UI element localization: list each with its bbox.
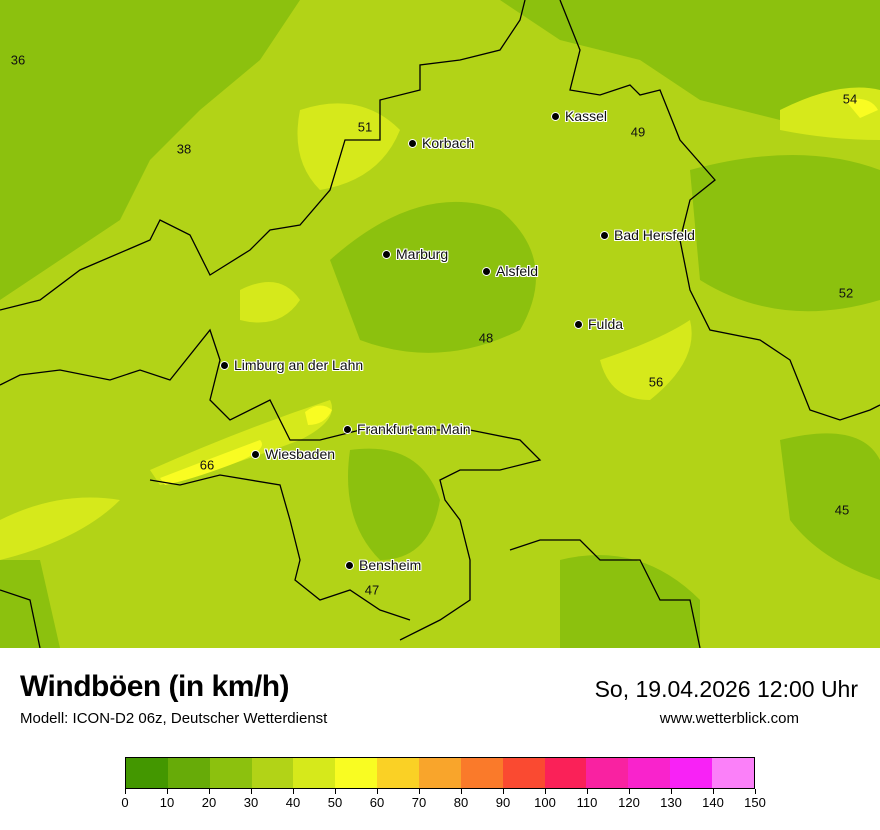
gust-value: 49 [630,124,646,140]
city-dot [408,138,417,148]
city-marburg: Marburg [382,246,448,262]
gust-value: 48 [478,330,494,346]
legend-tick-label: 0 [121,795,129,810]
legend-tick-label: 40 [285,795,301,810]
legend-tick-label: 70 [411,795,427,810]
forecast-datetime: So, 19.04.2026 12:00 Uhr [594,676,858,702]
city-dot [600,230,609,240]
gust-value: 45 [834,502,850,518]
legend-tick [461,789,462,794]
city-kassel: Kassel [551,108,607,124]
legend-tick [713,789,714,794]
legend-swatch [586,758,629,788]
legend-tick-label: 110 [576,795,598,810]
city-dot [482,266,491,276]
legend-tick [419,789,420,794]
gust-value: 38 [176,141,192,157]
model-source: Modell: ICON-D2 06z, Deutscher Wetterdie… [20,710,328,727]
legend-ticks: 0 10 20 30 40 50 60 70 80 90 100 110 120 130 140 150 [121,789,766,819]
legend-tick-label: 150 [744,795,766,810]
legend-tick-label: 140 [702,795,724,810]
legend-tick [167,789,168,794]
legend-tick-label: 100 [534,795,556,810]
legend-tick [545,789,546,794]
city-dot [251,449,260,459]
legend-tick [125,789,126,794]
legend-swatch [293,758,336,788]
legend-tick [587,789,588,794]
legend-tick [503,789,504,794]
city-limburg: Limburg an der Lahn [220,357,363,373]
legend-tick-label: 20 [201,795,217,810]
city-korbach: Korbach [408,135,474,151]
legend-tick-label: 60 [369,795,385,810]
legend-tick [629,789,630,794]
legend-swatch [377,758,420,788]
website-link[interactable]: www.wetterblick.com [659,710,799,727]
city-frankfurt: Frankfurt am Main [343,421,471,437]
city-bad-hersfeld: Bad Hersfeld [600,227,695,243]
map-shading [0,0,880,648]
yellow-gust-areas [160,98,878,485]
legend-swatch [502,758,545,788]
gust-value: 47 [364,582,380,598]
legend-swatch [628,758,671,788]
legend-tick-label: 90 [495,795,511,810]
legend-tick [671,789,672,794]
city-dot [574,319,583,329]
legend-tick [335,789,336,794]
legend-tick-label: 130 [660,795,682,810]
city-dot [382,249,391,259]
legend-swatch [126,758,168,788]
city-fulda: Fulda [574,316,623,332]
legend-tick-label: 50 [327,795,343,810]
city-dot [220,360,229,370]
city-wiesbaden: Wiesbaden [251,446,335,462]
legend-tick-label: 120 [618,795,640,810]
city-bensheim: Bensheim [345,557,421,573]
legend-tick-label: 80 [453,795,469,810]
legend-swatch [419,758,461,788]
gust-value: 36 [10,52,26,68]
color-legend [125,757,755,789]
gust-value: 52 [838,285,854,301]
gust-value: 54 [842,91,858,107]
city-dot [343,424,352,434]
legend-tick [755,789,756,794]
legend-tick [251,789,252,794]
wind-gust-map: Kassel Korbach Bad Hersfeld Marburg Alsf… [0,0,880,648]
legend-swatch [209,758,252,788]
legend-tick-label: 30 [243,795,259,810]
legend-tick-label: 10 [159,795,175,810]
gust-value: 51 [357,119,373,135]
gust-value: 66 [199,457,215,473]
city-dot [551,111,560,121]
legend-swatch [167,758,210,788]
city-alsfeld: Alsfeld [482,263,538,279]
gust-value: 56 [648,374,664,390]
legend-swatch [251,758,294,788]
legend-swatch [544,758,587,788]
state-borders [0,0,880,648]
legend-tick [209,789,210,794]
legend-swatch [670,758,713,788]
map-title: Windböen (in km/h) [20,670,290,703]
legend-swatch [460,758,503,788]
city-dot [345,560,354,570]
darker-gust-areas [0,0,880,648]
legend-tick [377,789,378,794]
legend-swatch [712,758,754,788]
legend-swatch [335,758,378,788]
legend-tick [293,789,294,794]
